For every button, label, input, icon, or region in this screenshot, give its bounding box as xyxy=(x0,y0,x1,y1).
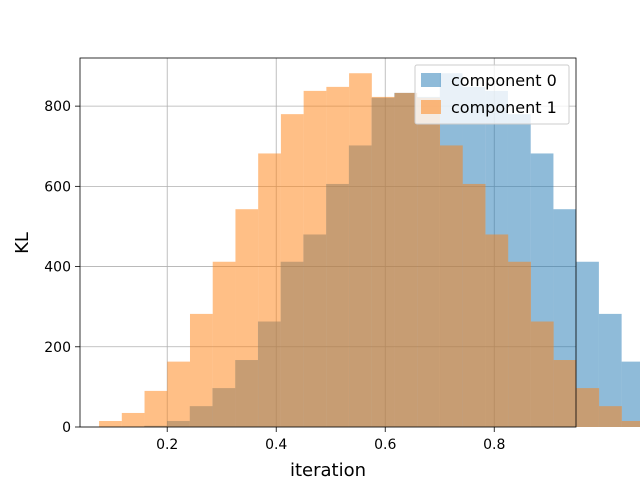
histogram-bar xyxy=(462,183,486,427)
histogram-bar xyxy=(394,92,418,427)
legend-label-component-1: component 1 xyxy=(451,98,557,117)
x-tick-label: 0.2 xyxy=(156,437,178,453)
histogram-bar xyxy=(144,390,168,427)
x-axis-label: iteration xyxy=(290,460,366,480)
histogram-bar xyxy=(235,209,259,427)
histogram-bar xyxy=(553,360,577,427)
legend-swatch-component-1 xyxy=(421,100,441,114)
histogram-bar xyxy=(440,145,463,427)
histogram-bar xyxy=(576,261,599,427)
axes-frame xyxy=(79,57,577,428)
histogram-bar xyxy=(258,153,281,428)
histogram-bar xyxy=(303,90,327,427)
histogram-bar xyxy=(508,261,531,427)
series-1-bars xyxy=(99,73,640,428)
histogram-bar xyxy=(576,388,600,427)
y-axis-label: KL xyxy=(12,232,33,254)
legend-label-component-0: component 0 xyxy=(451,71,557,90)
histogram-bar xyxy=(167,361,190,427)
histogram-bar xyxy=(621,361,640,427)
histogram-bar xyxy=(598,313,622,427)
histogram-bar xyxy=(326,86,350,427)
legend-swatch-component-0 xyxy=(421,73,441,87)
x-tick-label: 0.8 xyxy=(483,437,505,453)
histogram-bar xyxy=(485,234,509,427)
y-tick-label: 600 xyxy=(44,179,71,195)
histogram-bar xyxy=(621,420,640,427)
x-tick-label: 0.6 xyxy=(374,437,396,453)
legend: component 0 component 1 xyxy=(414,64,570,125)
y-tick-label: 400 xyxy=(44,260,71,276)
histogram-bar xyxy=(417,97,441,427)
axes-layer: 0.2 0.4 0.6 0.8 0 200 400 600 800 xyxy=(44,57,577,453)
histogram-bar xyxy=(189,313,213,427)
x-tick-label: 0.4 xyxy=(265,437,287,453)
legend-frame xyxy=(414,64,570,125)
histogram-bar xyxy=(349,73,372,427)
histogram-bar xyxy=(99,420,122,427)
histogram-bar xyxy=(530,321,554,427)
histogram-bar xyxy=(599,406,622,427)
histogram-bar xyxy=(212,261,236,427)
y-tick-label: 0 xyxy=(62,420,71,436)
y-tick-label: 200 xyxy=(44,340,71,356)
histogram-bar xyxy=(280,114,304,428)
bars-layer xyxy=(99,73,640,428)
histogram-bar xyxy=(371,96,395,428)
y-tick-label: 800 xyxy=(44,99,71,115)
histogram-bar xyxy=(121,412,145,427)
